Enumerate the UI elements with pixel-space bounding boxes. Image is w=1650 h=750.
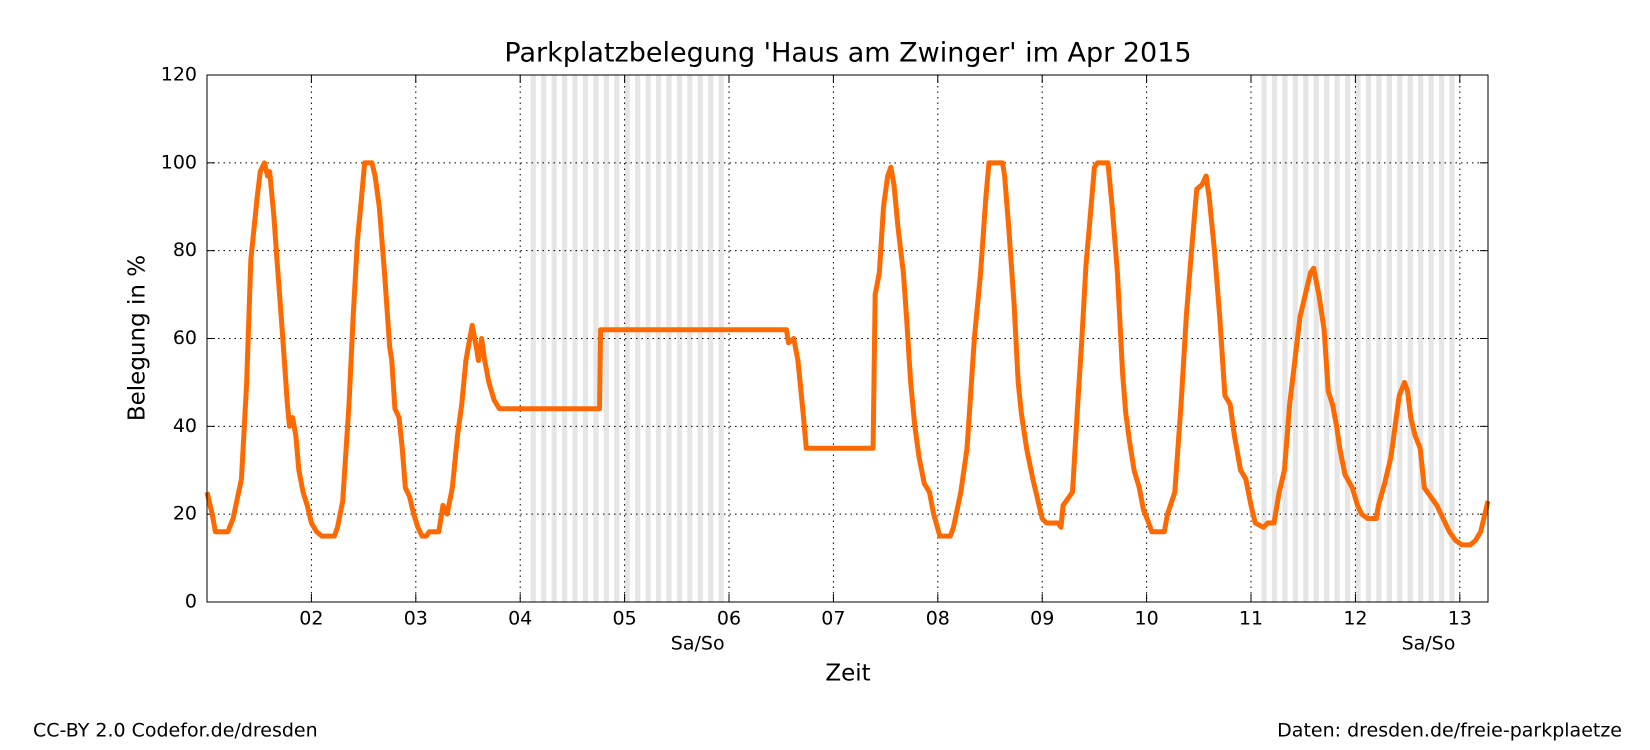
weekend-stripe <box>676 75 683 602</box>
x-axis-label: Zeit <box>825 661 870 687</box>
y-tick-label: 80 <box>173 239 197 261</box>
chart-title: Parkplatzbelegung 'Haus am Zwinger' im A… <box>504 38 1191 69</box>
y-tick-label: 60 <box>173 327 197 349</box>
x-tick-label: 06 <box>717 608 741 630</box>
x-tick-label: 04 <box>508 608 532 630</box>
weekend-label: Sa/So <box>1402 633 1456 655</box>
y-tick-label: 120 <box>161 64 197 86</box>
line-series <box>204 160 1491 548</box>
weekend-stripe <box>1313 75 1319 602</box>
weekend-stripe <box>1355 75 1361 602</box>
x-tick-label: 07 <box>821 608 845 630</box>
y-axis-label: Belegung in % <box>125 255 151 421</box>
y-tick-label: 100 <box>161 151 197 173</box>
weekend-stripe <box>1344 75 1351 602</box>
weekend-stripe <box>1282 75 1288 602</box>
x-tick-label: 13 <box>1448 608 1472 630</box>
weekend-stripe <box>1418 75 1424 602</box>
plot-frame <box>206 74 1489 603</box>
weekend-stripe <box>1428 75 1434 602</box>
y-tick-label: 40 <box>173 415 197 437</box>
weekend-stripe <box>635 75 641 602</box>
weekend-stripe <box>666 75 672 602</box>
weekend-stripe <box>582 75 589 602</box>
weekend-stripe <box>530 75 536 602</box>
weekend-stripe <box>697 75 703 602</box>
x-tick-label: 10 <box>1135 608 1159 630</box>
x-tick-label: 02 <box>299 608 323 630</box>
y-tick-label: 0 <box>185 591 197 613</box>
footer-left: CC-BY 2.0 Codefor.de/dresden <box>33 720 318 742</box>
weekend-stripe <box>603 75 609 602</box>
weekend-stripe <box>1438 75 1445 602</box>
weekend-stripe <box>1449 75 1455 602</box>
weekend-shade <box>1261 75 1455 602</box>
weekend-stripe <box>593 75 599 602</box>
x-tick-label: 11 <box>1239 608 1263 630</box>
weekend-stripe <box>1386 75 1392 602</box>
weekend-stripe <box>687 75 693 602</box>
x-tick-label: 12 <box>1343 608 1367 630</box>
footer-right: Daten: dresden.de/freie-parkplaetze <box>1277 720 1622 742</box>
x-tick-label: 09 <box>1030 608 1054 630</box>
weekend-stripe <box>1397 75 1403 602</box>
weekend-stripe <box>1334 75 1340 602</box>
weekend-stripe <box>572 75 578 602</box>
weekend-stripe <box>708 75 714 602</box>
x-tick-label: 05 <box>613 608 637 630</box>
weekend-stripe <box>718 75 724 602</box>
y-tick-label: 20 <box>173 503 197 525</box>
weekend-stripe <box>1407 75 1413 602</box>
x-tick-label: 03 <box>404 608 428 630</box>
weekend-stripe <box>614 75 620 602</box>
weekend-stripe <box>624 75 630 602</box>
weekend-stripe <box>1303 75 1309 602</box>
weekend-label: Sa/So <box>671 633 725 655</box>
x-tick-label: 08 <box>926 608 950 630</box>
